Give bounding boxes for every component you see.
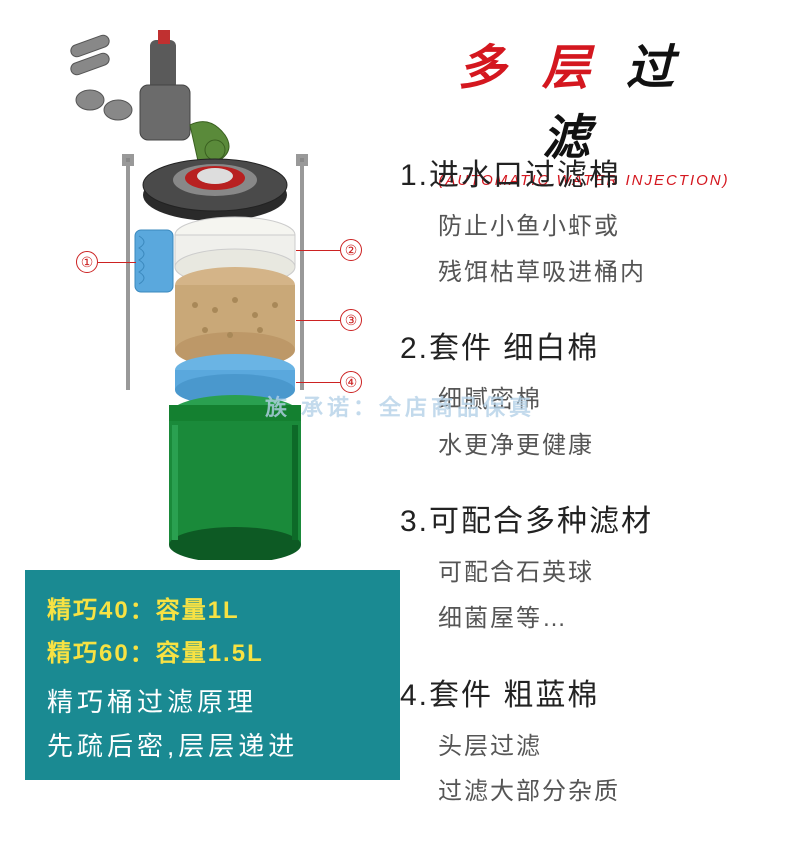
feature-title: 1.进水口过滤棉 (400, 150, 760, 194)
filter-cap (143, 159, 287, 221)
feature-item: 4.套件 粗蓝棉 头层过滤 过滤大部分杂质 (400, 670, 760, 815)
feature-list: 1.进水口过滤棉 防止小鱼小虾或 残饵枯草吸进桶内 2.套件 细白棉 细腻密棉 … (400, 150, 760, 843)
main-title: 多层过滤 (424, 28, 744, 168)
feature-desc-line: 头层过滤 (438, 724, 760, 770)
spec-line-1: 精巧40：容量1L (47, 590, 378, 625)
exploded-diagram: ① ② ③ ④ (40, 30, 390, 560)
title-char-3: 过 (626, 42, 710, 95)
feature-desc-line: 细菌屋等… (438, 596, 760, 642)
spec-line-2: 精巧60：容量1.5L (47, 633, 378, 668)
title-char-2: 层 (542, 42, 626, 95)
feature-desc-line: 过滤大部分杂质 (438, 769, 760, 815)
feature-item: 3.可配合多种滤材 可配合石英球 细菌屋等… (400, 496, 760, 641)
feature-desc: 防止小鱼小虾或 残饵枯草吸进桶内 (400, 204, 760, 295)
principle-line-1: 精巧桶过滤原理 (47, 680, 378, 724)
layer-blue-inlet (135, 230, 173, 292)
info-box: 精巧40：容量1L 精巧60：容量1.5L 精巧桶过滤原理 先疏后密,层层递进 (25, 570, 400, 780)
feature-desc-line: 防止小鱼小虾或 (438, 204, 760, 250)
feature-title: 2.套件 细白棉 (400, 323, 760, 367)
layer-brown (175, 267, 295, 368)
spec2-value: 容量1.5L (156, 640, 264, 667)
pump-head (140, 30, 190, 140)
spec1-label: 精巧40： (47, 597, 156, 624)
spec2-label: 精巧60： (47, 640, 156, 667)
feature-desc-line: 残饵枯草吸进桶内 (438, 250, 760, 296)
callout-num-1: ① (76, 251, 98, 273)
feature-item: 1.进水口过滤棉 防止小鱼小虾或 残饵枯草吸进桶内 (400, 150, 760, 295)
callout-num-2: ② (340, 239, 362, 261)
feature-desc-line: 可配合石英球 (438, 550, 760, 596)
feature-desc-line: 水更净更健康 (438, 423, 760, 469)
feature-title: 3.可配合多种滤材 (400, 496, 760, 540)
feature-title: 4.套件 粗蓝棉 (400, 670, 760, 714)
accessory-parts (69, 34, 132, 120)
diagram-svg (40, 30, 390, 560)
title-char-1: 多 (458, 42, 542, 95)
feature-desc: 可配合石英球 细菌屋等… (400, 550, 760, 641)
feature-desc: 头层过滤 过滤大部分杂质 (400, 724, 760, 815)
principle-line-2: 先疏后密,层层递进 (47, 724, 378, 768)
callout-num-3: ③ (340, 309, 362, 331)
principle-text: 精巧桶过滤原理 先疏后密,层层递进 (47, 680, 378, 768)
watermark-text: 族 承诺：全店商品保真 (0, 390, 800, 422)
spec1-value: 容量1L (156, 597, 240, 624)
